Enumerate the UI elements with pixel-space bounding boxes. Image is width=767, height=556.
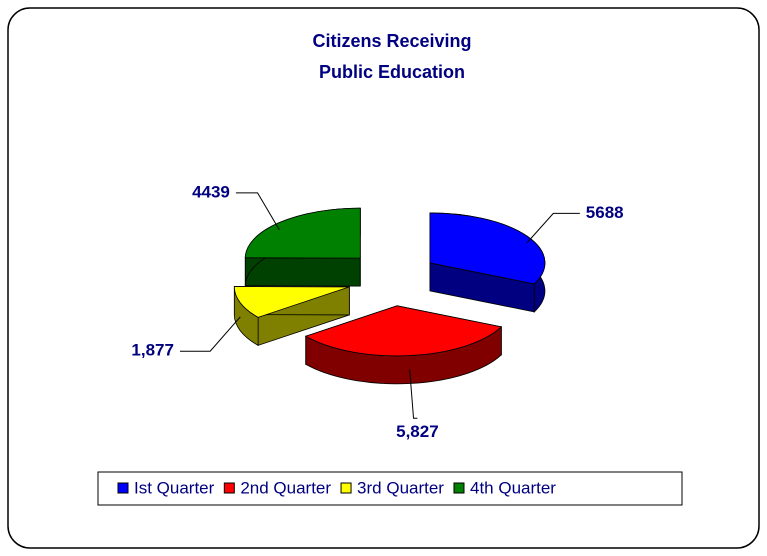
slice (244, 207, 361, 259)
legend-swatch (223, 482, 235, 494)
data-label: 1,877 (131, 341, 174, 360)
chart-border (7, 7, 760, 549)
legend-swatch (117, 482, 129, 494)
leader-line (235, 192, 280, 230)
legend-swatch (453, 482, 465, 494)
legend-label: 4th Quarter (470, 478, 556, 497)
legend-box (97, 471, 683, 506)
leader-line (409, 369, 418, 419)
slice (429, 212, 546, 285)
slice (233, 286, 350, 318)
data-label: 5,827 (396, 422, 439, 441)
data-label: 5688 (586, 203, 624, 222)
legend-label: Ist Quarter (134, 478, 215, 497)
leader-line (526, 212, 580, 244)
legend-label: 3rd Quarter (357, 478, 444, 497)
slice (304, 305, 503, 357)
chart-title: Citizens Receiving (312, 31, 471, 51)
chart-title: Public Education (319, 62, 465, 82)
legend-label: 2nd Quarter (240, 478, 331, 497)
legend-swatch (340, 482, 352, 494)
slice-side (244, 257, 361, 287)
leader-line (179, 316, 241, 352)
data-label: 4439 (192, 182, 230, 201)
